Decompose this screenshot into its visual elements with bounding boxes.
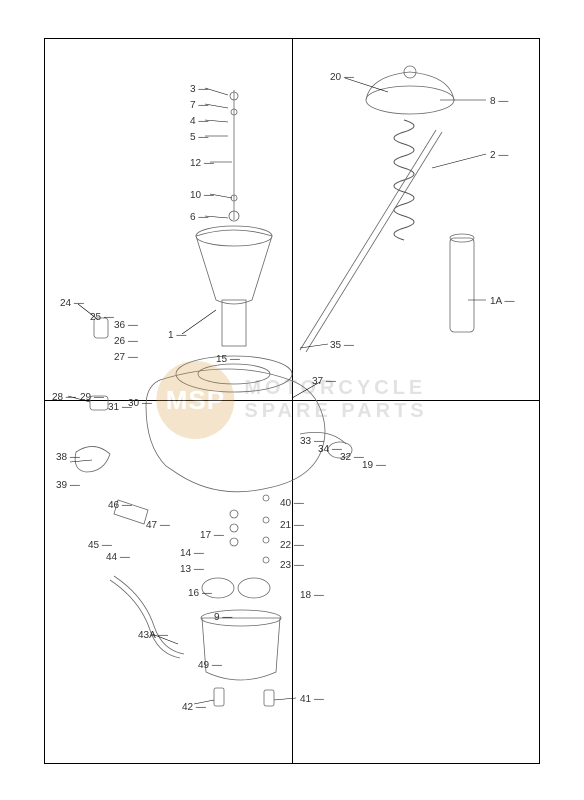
callout-19: 19 — [362, 460, 386, 471]
callout-36: 36 — [114, 320, 138, 331]
callout-6: 6 — [190, 212, 208, 223]
callout-15: 15 — [216, 354, 240, 365]
callout-9: 9 — [214, 612, 232, 623]
callout-38: 38 — [56, 452, 80, 463]
callout-47: 47 — [146, 520, 170, 531]
callout-25: 25 — [90, 312, 114, 323]
callout-21: 21 — [280, 520, 304, 531]
callout-12: 12 — [190, 158, 214, 169]
callout-40: 40 — [280, 498, 304, 509]
callout-22: 22 — [280, 540, 304, 551]
callout-37: 37 — [312, 376, 336, 387]
callout-7: 7 — [190, 100, 208, 111]
callout-17: 17 — [200, 530, 224, 541]
callout-32: 32 — [340, 452, 364, 463]
callout-23: 23 — [280, 560, 304, 571]
callout-24: 24 — [60, 298, 84, 309]
callout-42: 42 — [182, 702, 206, 713]
callout-13: 13 — [180, 564, 204, 575]
callout-45: 45 — [88, 540, 112, 551]
callout-41: 41 — [300, 694, 324, 705]
callout-27: 27 — [114, 352, 138, 363]
callout-44: 44 — [106, 552, 130, 563]
callout-2: 2 — [490, 150, 508, 161]
callout-1A: 1A — [490, 296, 514, 307]
callout-35: 35 — [330, 340, 354, 351]
callout-26: 26 — [114, 336, 138, 347]
callout-10: 10 — [190, 190, 214, 201]
callout-28: 28 — [52, 392, 76, 403]
callout-5: 5 — [190, 132, 208, 143]
callout-20: 20 — [330, 72, 354, 83]
callout-29: 29 — [80, 392, 104, 403]
callout-1: 1 — [168, 330, 186, 341]
callout-30: 30 — [128, 398, 152, 409]
callout-14: 14 — [180, 548, 204, 559]
callout-18: 18 — [300, 590, 324, 601]
callout-3: 3 — [190, 84, 208, 95]
callout-4: 4 — [190, 116, 208, 127]
callout-43A: 43A — [138, 630, 168, 641]
callout-39: 39 — [56, 480, 80, 491]
callout-49: 49 — [198, 660, 222, 671]
callout-34: 34 — [318, 444, 342, 455]
callout-8: 8 — [490, 96, 508, 107]
callout-16: 16 — [188, 588, 212, 599]
callout-46: 46 — [108, 500, 132, 511]
